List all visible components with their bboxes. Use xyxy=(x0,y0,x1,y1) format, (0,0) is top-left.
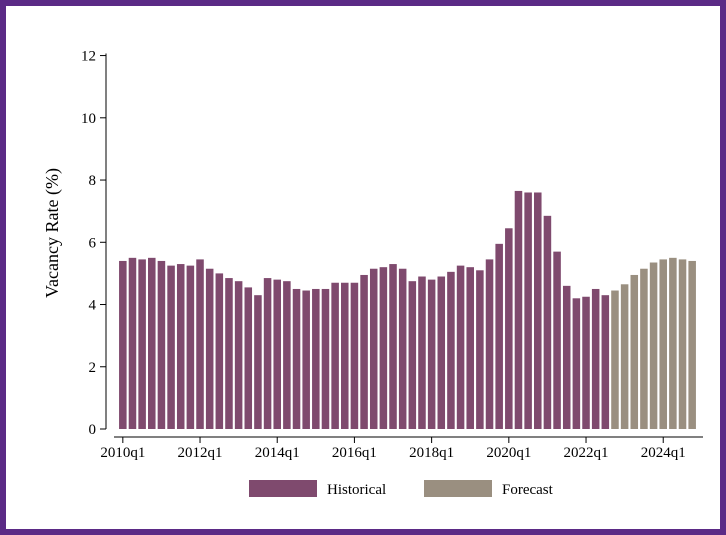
bar-historical-2021q1 xyxy=(543,215,552,429)
bar-forecast-2023q1 xyxy=(620,284,629,429)
x-tick-label-2012q1: 2012q1 xyxy=(178,445,223,461)
bar-forecast-2024q3 xyxy=(678,259,687,429)
x-tick-label-2022q1: 2022q1 xyxy=(564,445,609,461)
bar-historical-2017q4 xyxy=(418,276,426,429)
y-tick-label-2: 2 xyxy=(89,360,97,376)
x-tick-label-2014q1: 2014q1 xyxy=(255,445,300,461)
bar-historical-2016q2 xyxy=(360,274,368,429)
bar-historical-2010q3 xyxy=(138,259,146,429)
legend: Historical Forecast xyxy=(249,480,554,498)
bar-historical-2012q1 xyxy=(196,259,204,429)
bar-historical-2022q1 xyxy=(582,296,590,429)
y-tick-label-10: 10 xyxy=(81,111,96,127)
x-tick-label-2024q1: 2024q1 xyxy=(641,445,686,461)
y-tick-label-0: 0 xyxy=(89,422,97,438)
bar-historical-2019q4 xyxy=(495,243,503,429)
bar-historical-2011q1 xyxy=(157,260,166,429)
bar-historical-2021q3 xyxy=(562,285,571,429)
bar-forecast-2023q3 xyxy=(640,268,648,429)
x-tick-label-2010q1: 2010q1 xyxy=(100,445,145,461)
y-tick-label-12: 12 xyxy=(81,49,96,65)
bar-forecast-2023q4 xyxy=(649,262,658,429)
bar-historical-2018q3 xyxy=(447,271,455,429)
bar-historical-2020q1 xyxy=(505,228,513,429)
bar-forecast-2022q4 xyxy=(611,290,619,429)
y-tick-label-8: 8 xyxy=(89,173,97,189)
x-tick-label-2016q1: 2016q1 xyxy=(332,445,377,461)
bar-historical-2010q4 xyxy=(148,257,156,429)
bar-historical-2015q4 xyxy=(341,282,349,429)
legend-swatch-forecast xyxy=(424,480,492,497)
bar-historical-2020q3 xyxy=(524,192,532,429)
y-ticks-group: 0 2 4 6 8 10 12 xyxy=(81,49,106,438)
bar-historical-2022q2 xyxy=(591,288,600,429)
bar-historical-2014q2 xyxy=(283,281,291,429)
bar-forecast-2024q2 xyxy=(669,257,677,429)
bar-historical-2013q4 xyxy=(263,278,272,429)
bar-historical-2016q4 xyxy=(379,267,388,429)
bar-historical-2015q1 xyxy=(312,288,320,429)
bar-historical-2012q3 xyxy=(215,273,224,429)
bar-historical-2018q1 xyxy=(427,279,436,429)
legend-label-forecast: Forecast xyxy=(502,482,554,498)
bar-historical-2012q2 xyxy=(205,268,214,429)
x-tick-label-2020q1: 2020q1 xyxy=(486,445,531,461)
bar-historical-2020q2 xyxy=(514,190,523,429)
legend-label-historical: Historical xyxy=(327,482,386,498)
bar-historical-2016q1 xyxy=(350,282,359,429)
bar-historical-2014q1 xyxy=(273,279,281,429)
bar-historical-2020q4 xyxy=(534,192,542,429)
bar-historical-2011q4 xyxy=(186,265,195,429)
bar-historical-2021q4 xyxy=(572,298,581,429)
bar-forecast-2024q4 xyxy=(688,260,696,429)
bar-historical-2022q3 xyxy=(601,295,610,429)
bar-historical-2013q1 xyxy=(234,281,243,429)
bar-historical-2019q3 xyxy=(485,259,494,429)
bar-historical-2013q2 xyxy=(244,287,253,429)
bar-historical-2014q4 xyxy=(302,290,310,429)
y-tick-label-4: 4 xyxy=(89,298,97,314)
y-axis-title: Vacancy Rate (%) xyxy=(42,168,63,298)
legend-swatch-historical xyxy=(249,480,317,497)
x-tick-label-2018q1: 2018q1 xyxy=(409,445,454,461)
bar-historical-2014q3 xyxy=(292,288,301,429)
bar-historical-2015q2 xyxy=(321,288,330,429)
bar-historical-2021q2 xyxy=(553,251,561,429)
bar-historical-2017q3 xyxy=(408,281,417,429)
bar-historical-2016q3 xyxy=(369,268,378,429)
bars-group xyxy=(119,190,696,429)
bar-historical-2015q3 xyxy=(331,282,339,429)
bar-historical-2011q3 xyxy=(176,264,185,429)
bar-historical-2019q2 xyxy=(476,270,484,429)
bar-historical-2012q4 xyxy=(225,278,233,429)
bar-historical-2010q1 xyxy=(119,260,127,429)
bar-historical-2019q1 xyxy=(466,267,474,429)
bar-historical-2010q2 xyxy=(128,257,137,429)
bar-historical-2017q2 xyxy=(398,268,407,429)
bar-forecast-2024q1 xyxy=(659,259,667,429)
bar-forecast-2023q2 xyxy=(630,274,639,429)
y-tick-label-6: 6 xyxy=(89,235,97,251)
x-ticks-group: 2010q1 2012q1 2014q1 2016q1 2018q1 2020q1 2022… xyxy=(100,437,686,461)
bar-historical-2018q4 xyxy=(456,265,465,429)
bar-historical-2017q1 xyxy=(389,264,397,429)
bar-historical-2013q3 xyxy=(254,295,262,429)
bar-historical-2011q2 xyxy=(167,265,175,429)
bar-historical-2018q2 xyxy=(437,276,446,429)
